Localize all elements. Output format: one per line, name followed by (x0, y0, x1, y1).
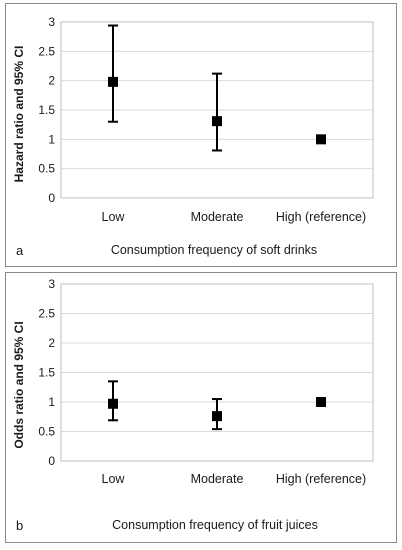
x-category-label: Low (102, 472, 126, 486)
x-category-label: High (reference) (276, 210, 366, 224)
y-tick-label: 1.5 (38, 103, 55, 117)
y-tick-label: 1 (48, 132, 55, 146)
data-point (316, 397, 326, 407)
y-tick-label: 2 (48, 336, 55, 350)
chart-panel-b: 0 0.5 1 1.5 2 2.5 3 Low Moderate High (reference)… (5, 272, 397, 543)
x-category-label: High (reference) (276, 472, 366, 486)
y-axis-label: Odds ratio and 95% CI (12, 321, 26, 448)
x-category-label: Moderate (191, 472, 244, 486)
y-tick-label: 0 (48, 191, 55, 205)
y-tick-label: 2 (48, 74, 55, 88)
panel-label: a (16, 243, 24, 258)
y-tick-label: 0.5 (38, 162, 55, 176)
y-tick-label: 3 (48, 277, 55, 291)
y-tick-label: 1.5 (38, 366, 55, 380)
chart-b-svg: 0 0.5 1 1.5 2 2.5 3 Low Moderate High (reference)… (12, 277, 374, 533)
y-tick-label: 1 (48, 395, 55, 409)
y-tick-label: 3 (48, 15, 55, 29)
x-axis-label: Consumption frequency of fruit juices (112, 518, 318, 532)
y-tick-label: 0.5 (38, 425, 55, 439)
x-axis-label: Consumption frequency of soft drinks (111, 243, 317, 257)
data-point (108, 76, 118, 87)
data-point (212, 411, 222, 422)
y-tick-label: 0 (48, 454, 55, 468)
plot-border (60, 21, 374, 199)
chart-a-svg: 0 0.5 1 1.5 2 2.5 3 Low Moderate High (reference)… (12, 15, 374, 258)
y-axis-label: Hazard ratio and 95% CI (12, 46, 26, 183)
y-tick-label: 2.5 (38, 44, 55, 58)
panel-label: b (16, 518, 23, 533)
plot-area: 0 0.5 1 1.5 2 2.5 3 Low Moderate High (reference) (38, 15, 374, 224)
plot-border (60, 283, 374, 462)
plot-area: 0 0.5 1 1.5 2 2.5 3 Low Moderate High (reference) (38, 277, 374, 486)
x-category-label: Moderate (191, 210, 244, 224)
chart-panel-a: 0 0.5 1 1.5 2 2.5 3 Low Moderate High (reference)… (5, 3, 397, 267)
data-point (108, 398, 118, 409)
y-tick-label: 2.5 (38, 307, 55, 321)
data-point (212, 116, 222, 127)
x-category-label: Low (102, 210, 126, 224)
data-point (316, 134, 326, 145)
